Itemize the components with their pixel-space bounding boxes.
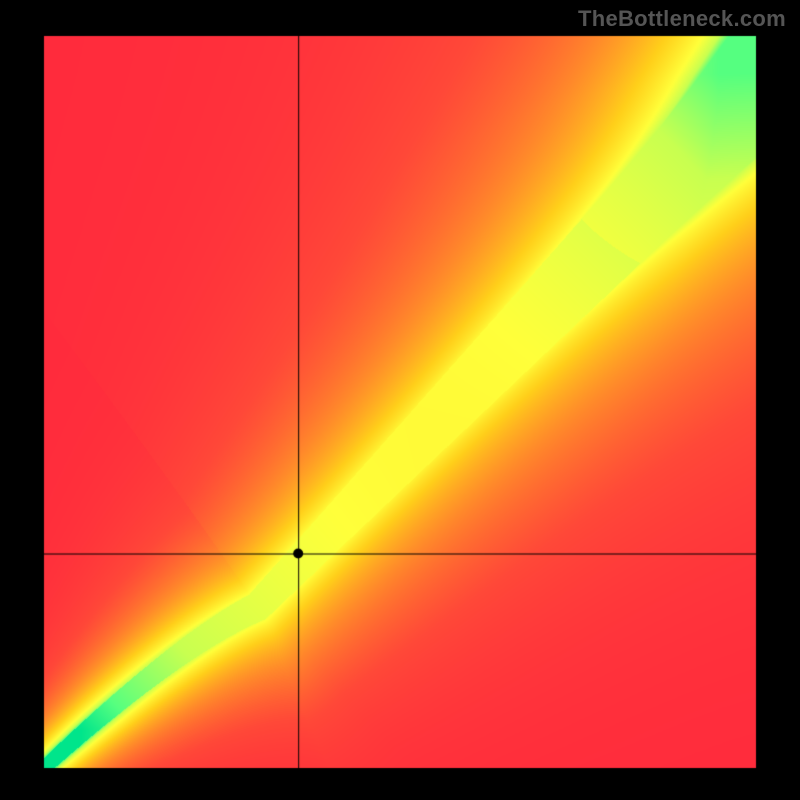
bottleneck-heatmap (0, 0, 800, 800)
watermark-text: TheBottleneck.com (578, 6, 786, 32)
chart-container: TheBottleneck.com (0, 0, 800, 800)
